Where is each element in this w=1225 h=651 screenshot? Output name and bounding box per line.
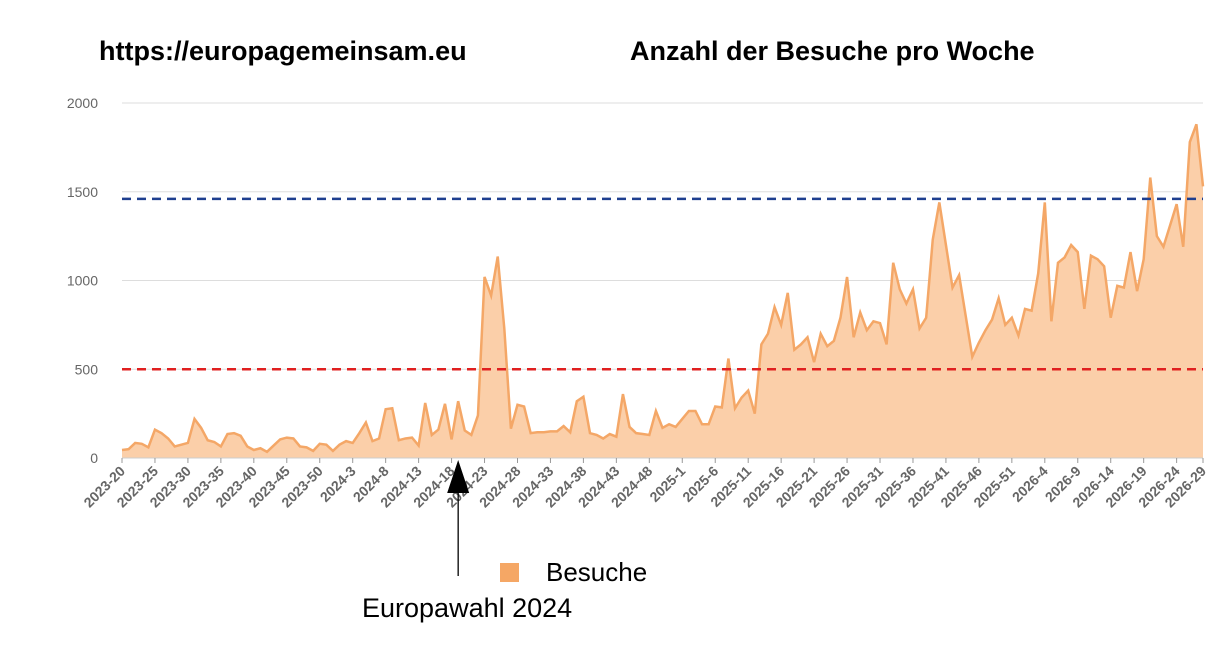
y-tick-label: 500 [75, 361, 99, 377]
visits-area [122, 124, 1203, 459]
y-tick-label: 2000 [67, 95, 98, 111]
legend: Besuche [500, 557, 647, 588]
election-arrow [447, 460, 470, 576]
y-axis-ticks: 0 500 1000 1500 2000 [67, 95, 98, 466]
y-tick-label: 1500 [67, 184, 98, 200]
y-tick-label: 1000 [67, 273, 98, 289]
y-tick-label: 0 [90, 450, 98, 466]
legend-label-besuche: Besuche [546, 557, 648, 587]
x-tick-label: 2024-3 [317, 463, 359, 505]
annotation-europawahl: Europawahl 2024 [362, 593, 573, 623]
arrow-head [447, 460, 470, 493]
x-tick-label: 2025-1 [646, 463, 688, 505]
x-tick-label: 2026-4 [1009, 463, 1051, 505]
legend-swatch-besuche [500, 563, 519, 582]
chart-title: Anzahl der Besuche pro Woche [630, 36, 1035, 66]
visits-line [121, 123, 1205, 454]
site-url: https://europagemeinsam.eu [99, 36, 467, 66]
x-axis-ticks: 2023-202023-252023-302023-352023-402023-… [80, 458, 1209, 510]
